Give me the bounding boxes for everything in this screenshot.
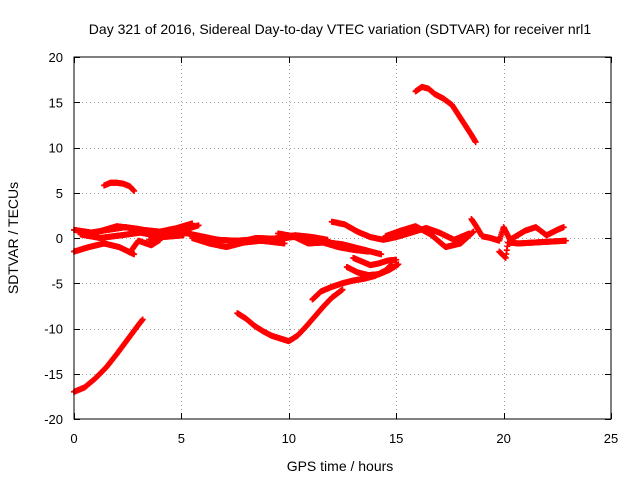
data-point <box>156 236 163 243</box>
data-point <box>560 224 567 231</box>
chart-title: Day 321 of 2016, Sidereal Day-to-day VTE… <box>89 21 592 37</box>
data-series <box>412 83 479 146</box>
y-axis-label: SDTVAR / TECUs <box>5 182 21 294</box>
y-tick-label: -5 <box>51 276 63 291</box>
x-tick-label: 5 <box>178 431 185 446</box>
y-tick-label: -10 <box>44 322 63 337</box>
plot-frame <box>73 56 612 420</box>
x-axis-label: GPS time / hours <box>287 458 394 474</box>
data-series <box>343 261 402 279</box>
data-point <box>393 256 400 263</box>
data-series <box>275 230 372 255</box>
tick-layer: 0 5 10 15 20 25 -20 -15 -10 -5 0 5 10 15 20 <box>44 50 618 446</box>
data-point <box>131 187 138 194</box>
data-point <box>131 251 138 258</box>
data-series <box>126 236 163 256</box>
data-layer <box>71 83 569 395</box>
data-point <box>472 139 479 146</box>
data-series <box>101 179 138 194</box>
y-tick-label: -15 <box>44 367 63 382</box>
data-series <box>71 316 146 395</box>
y-tick-label: 5 <box>56 186 63 201</box>
data-point <box>378 251 385 258</box>
data-point <box>139 316 146 323</box>
y-tick-label: 20 <box>49 50 63 65</box>
x-tick-label: 25 <box>604 431 618 446</box>
y-tick-label: 0 <box>56 231 63 246</box>
data-point <box>281 240 288 247</box>
x-tick-label: 0 <box>70 431 77 446</box>
data-series <box>234 286 346 345</box>
y-tick-label: 10 <box>49 141 63 156</box>
y-tick-label: 15 <box>49 95 63 110</box>
data-point <box>470 228 477 235</box>
data-series <box>350 254 400 269</box>
x-tick-label: 20 <box>496 431 510 446</box>
x-tick-label: 15 <box>389 431 403 446</box>
data-series <box>496 237 569 261</box>
data-point <box>395 261 402 268</box>
data-series <box>382 223 477 251</box>
y-tick-label: -20 <box>44 412 63 427</box>
data-point <box>339 286 346 293</box>
x-tick-label: 10 <box>282 431 296 446</box>
data-point <box>365 248 372 255</box>
data-point <box>195 222 202 229</box>
data-point <box>562 237 569 244</box>
